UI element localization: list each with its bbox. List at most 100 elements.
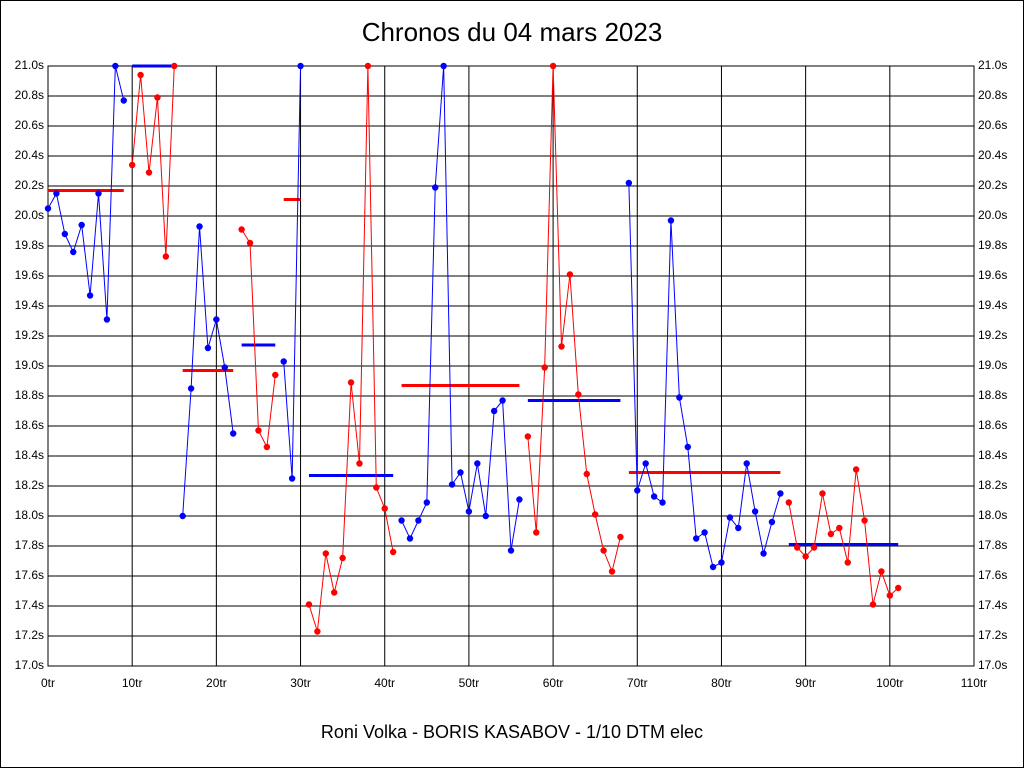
lap-point	[566, 271, 574, 278]
y-tick-label: 17.2s	[15, 628, 44, 642]
lap-point	[869, 601, 877, 608]
lap-point	[255, 427, 262, 434]
x-tick-label: 80tr	[711, 676, 732, 690]
lap-point	[507, 547, 515, 554]
lap-point	[162, 253, 170, 260]
lap-point	[819, 490, 826, 497]
x-tick-label: 100tr	[876, 676, 903, 690]
lap-point	[895, 584, 902, 592]
y2-tick-label: 17.2s	[978, 628, 1007, 642]
lap-point	[103, 316, 111, 323]
y-tick-label: 18.2s	[15, 478, 44, 492]
x-tick-label: 30tr	[290, 676, 311, 690]
y-tick-label: 17.8s	[15, 538, 44, 552]
lap-point	[482, 512, 489, 520]
series-line	[47, 65, 125, 320]
lap-point	[448, 481, 456, 488]
lap-point	[398, 517, 405, 524]
y2-tick-label: 18.4s	[978, 448, 1007, 462]
lap-point	[878, 568, 885, 575]
x-tick-label: 50tr	[459, 676, 480, 690]
lap-point	[634, 487, 641, 494]
lap-point	[735, 524, 742, 532]
lap-point	[726, 514, 734, 521]
y2-tick-label: 21.0s	[978, 58, 1007, 72]
x-axis-title: Roni Volka - BORIS KASABOV - 1/10 DTM el…	[321, 722, 703, 742]
x-tick-label: 10tr	[122, 676, 143, 690]
y-tick-label: 17.4s	[15, 598, 44, 612]
y-tick-label: 20.2s	[15, 178, 44, 192]
y2-tick-label: 19.4s	[978, 298, 1007, 312]
lap-point	[322, 550, 329, 557]
lap-point	[600, 547, 607, 554]
lap-point	[558, 343, 565, 350]
lap-point	[238, 226, 245, 233]
lap-point	[272, 371, 279, 379]
lap-point	[701, 529, 708, 536]
x-tick-label: 90tr	[795, 676, 816, 690]
lap-point	[524, 433, 532, 440]
lap-point	[213, 316, 220, 323]
y-tick-label: 19.6s	[15, 268, 44, 282]
lap-point	[145, 169, 153, 176]
lap-point	[743, 460, 750, 467]
lap-point	[625, 179, 633, 187]
lap-point	[465, 508, 473, 515]
lap-point	[204, 344, 212, 352]
lap-point	[415, 517, 422, 524]
lap-point	[297, 62, 304, 70]
lap-point	[549, 62, 557, 70]
y2-tick-label: 17.0s	[978, 658, 1007, 672]
lap-point	[844, 559, 851, 566]
lap-point	[356, 460, 363, 467]
lap-point	[263, 443, 271, 451]
y-tick-label: 18.0s	[15, 508, 44, 522]
y2-tick-label: 17.8s	[978, 538, 1007, 552]
lap-point	[280, 358, 287, 365]
lap-point	[684, 443, 691, 451]
lap-point	[474, 460, 481, 467]
y-tick-label: 19.4s	[15, 298, 44, 312]
lap-point	[541, 364, 548, 371]
lap-point	[128, 161, 136, 169]
lap-point	[457, 469, 464, 476]
lap-point	[381, 505, 388, 512]
y-tick-label: 17.6s	[15, 568, 44, 582]
y2-tick-label: 20.0s	[978, 208, 1007, 222]
y2-tick-label: 18.0s	[978, 508, 1007, 522]
y2-tick-label: 17.6s	[978, 568, 1007, 582]
x-tick-label: 70tr	[627, 676, 648, 690]
y-tick-label: 20.4s	[15, 148, 44, 162]
lap-point	[794, 544, 801, 551]
lap-point	[693, 535, 700, 542]
lap-point	[810, 544, 818, 551]
lap-point	[44, 205, 52, 212]
series-line	[527, 65, 621, 574]
y-tick-label: 18.6s	[15, 418, 44, 432]
lap-point	[120, 97, 127, 104]
lap-point	[440, 62, 447, 70]
lap-point	[617, 533, 624, 541]
lap-point	[499, 397, 506, 404]
x-tick-label: 60tr	[543, 676, 564, 690]
lap-point	[187, 385, 195, 392]
lap-point	[112, 62, 119, 70]
lap-point	[827, 530, 835, 538]
lap-point	[70, 248, 77, 256]
lap-point	[583, 470, 590, 478]
lap-point	[288, 475, 296, 482]
x-tick-label: 0tr	[41, 676, 55, 690]
y-tick-label: 20.0s	[15, 208, 44, 222]
lap-point	[179, 512, 186, 520]
lap-point	[777, 490, 784, 497]
chart-title: Chronos du 04 mars 2023	[362, 17, 663, 47]
lap-point	[339, 554, 346, 562]
lap-point	[196, 223, 203, 230]
lap-point	[154, 94, 161, 101]
lap-point	[53, 190, 60, 197]
lap-point	[785, 499, 792, 506]
y2-tick-label: 20.6s	[978, 118, 1007, 132]
y2-tick-label: 17.4s	[978, 598, 1007, 612]
lap-point	[667, 217, 675, 224]
